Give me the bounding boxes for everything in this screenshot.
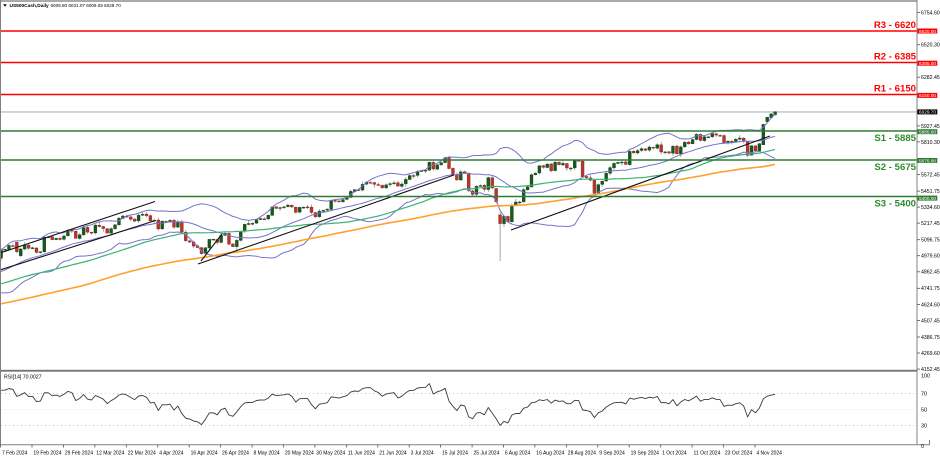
svg-text:4741.75: 4741.75 (921, 286, 940, 292)
svg-text:3 Jul 2024: 3 Jul 2024 (411, 451, 434, 457)
svg-text:25 Jul 2024: 25 Jul 2024 (474, 451, 500, 457)
svg-text:12 Mar 2024: 12 Mar 2024 (96, 451, 124, 457)
svg-text:100: 100 (921, 373, 930, 379)
svg-text:S1 - 5885: S1 - 5885 (874, 133, 916, 144)
svg-text:5675.00: 5675.00 (919, 158, 936, 163)
svg-text:4507.45: 4507.45 (921, 318, 940, 324)
svg-text:16 Aug 2024: 16 Aug 2024 (536, 451, 564, 457)
svg-text:5451.75: 5451.75 (921, 189, 940, 195)
svg-text:30: 30 (921, 423, 927, 429)
svg-text:RSI[14] 70.0027: RSI[14] 70.0027 (4, 375, 42, 381)
svg-text:4386.75: 4386.75 (921, 335, 940, 341)
svg-text:16 Apr 2024: 16 Apr 2024 (191, 451, 218, 457)
svg-text:11 Oct 2024: 11 Oct 2024 (694, 451, 721, 457)
svg-text:5217.45: 5217.45 (921, 221, 940, 227)
svg-text:26 Apr 2024: 26 Apr 2024 (222, 451, 249, 457)
svg-text:6150.00: 6150.00 (919, 93, 936, 98)
svg-text:5400.00: 5400.00 (919, 196, 936, 201)
svg-text:5572.45: 5572.45 (921, 172, 940, 178)
svg-text:R2 - 6385: R2 - 6385 (874, 52, 917, 63)
svg-text:15 Jul 2024: 15 Jul 2024 (442, 451, 468, 457)
svg-text:6385.00: 6385.00 (919, 61, 936, 66)
svg-text:5096.75: 5096.75 (921, 238, 940, 244)
svg-text:5885.00: 5885.00 (919, 130, 936, 135)
svg-text:22 Mar 2024: 22 Mar 2024 (128, 451, 156, 457)
svg-text:6009.80 6031.07 6009.05 6029.7: 6009.80 6031.07 6009.05 6029.70 (51, 3, 122, 8)
svg-text:7 Feb 2024: 7 Feb 2024 (2, 451, 28, 457)
svg-text:28 Aug 2024: 28 Aug 2024 (568, 451, 596, 457)
svg-text:4 Nov 2024: 4 Nov 2024 (756, 451, 782, 457)
svg-text:29 Feb 2024: 29 Feb 2024 (65, 451, 93, 457)
svg-text:4269.60: 4269.60 (921, 351, 940, 357)
svg-text:9 Sep 2024: 9 Sep 2024 (599, 451, 625, 457)
svg-text:6754.60: 6754.60 (921, 11, 940, 17)
svg-text:S2 - 5675: S2 - 5675 (874, 162, 916, 173)
svg-text:1 Oct 2024: 1 Oct 2024 (662, 451, 687, 457)
svg-text:5334.60: 5334.60 (921, 205, 940, 211)
svg-text:6620.00: 6620.00 (919, 29, 936, 34)
svg-text:8 May 2024: 8 May 2024 (254, 451, 280, 457)
svg-text:70: 70 (921, 391, 927, 397)
svg-text:6029.70: 6029.70 (919, 110, 936, 115)
svg-text:4979.60: 4979.60 (921, 254, 940, 260)
svg-text:R3 - 6620: R3 - 6620 (874, 20, 916, 31)
svg-text:6 Aug 2024: 6 Aug 2024 (505, 451, 531, 457)
svg-text:4862.45: 4862.45 (921, 270, 940, 276)
svg-text:5810.30: 5810.30 (921, 140, 940, 146)
svg-text:21 Jun 2024: 21 Jun 2024 (379, 451, 407, 457)
svg-text:20 May 2024: 20 May 2024 (285, 451, 314, 457)
svg-text:0: 0 (921, 444, 924, 450)
svg-text:11 Jun 2024: 11 Jun 2024 (348, 451, 375, 457)
svg-text:4624.60: 4624.60 (921, 302, 940, 308)
svg-text:30 May 2024: 30 May 2024 (316, 451, 345, 457)
svg-text:R1 - 6150: R1 - 6150 (874, 84, 916, 95)
svg-text:19 Feb 2024: 19 Feb 2024 (33, 451, 61, 457)
svg-text:19 Sep 2024: 19 Sep 2024 (631, 451, 660, 457)
svg-text:6282.45: 6282.45 (921, 75, 940, 81)
svg-text:23 Oct 2024: 23 Oct 2024 (725, 451, 752, 457)
svg-text:50: 50 (921, 408, 927, 414)
svg-text:US500Cash,Daily: US500Cash,Daily (10, 3, 50, 9)
svg-text:6520.30: 6520.30 (921, 43, 940, 49)
svg-text:4152.45: 4152.45 (921, 367, 940, 373)
svg-text:S3 - 5400: S3 - 5400 (874, 199, 916, 210)
svg-text:5927.45: 5927.45 (921, 124, 940, 130)
svg-text:4 Apr 2024: 4 Apr 2024 (159, 451, 183, 457)
